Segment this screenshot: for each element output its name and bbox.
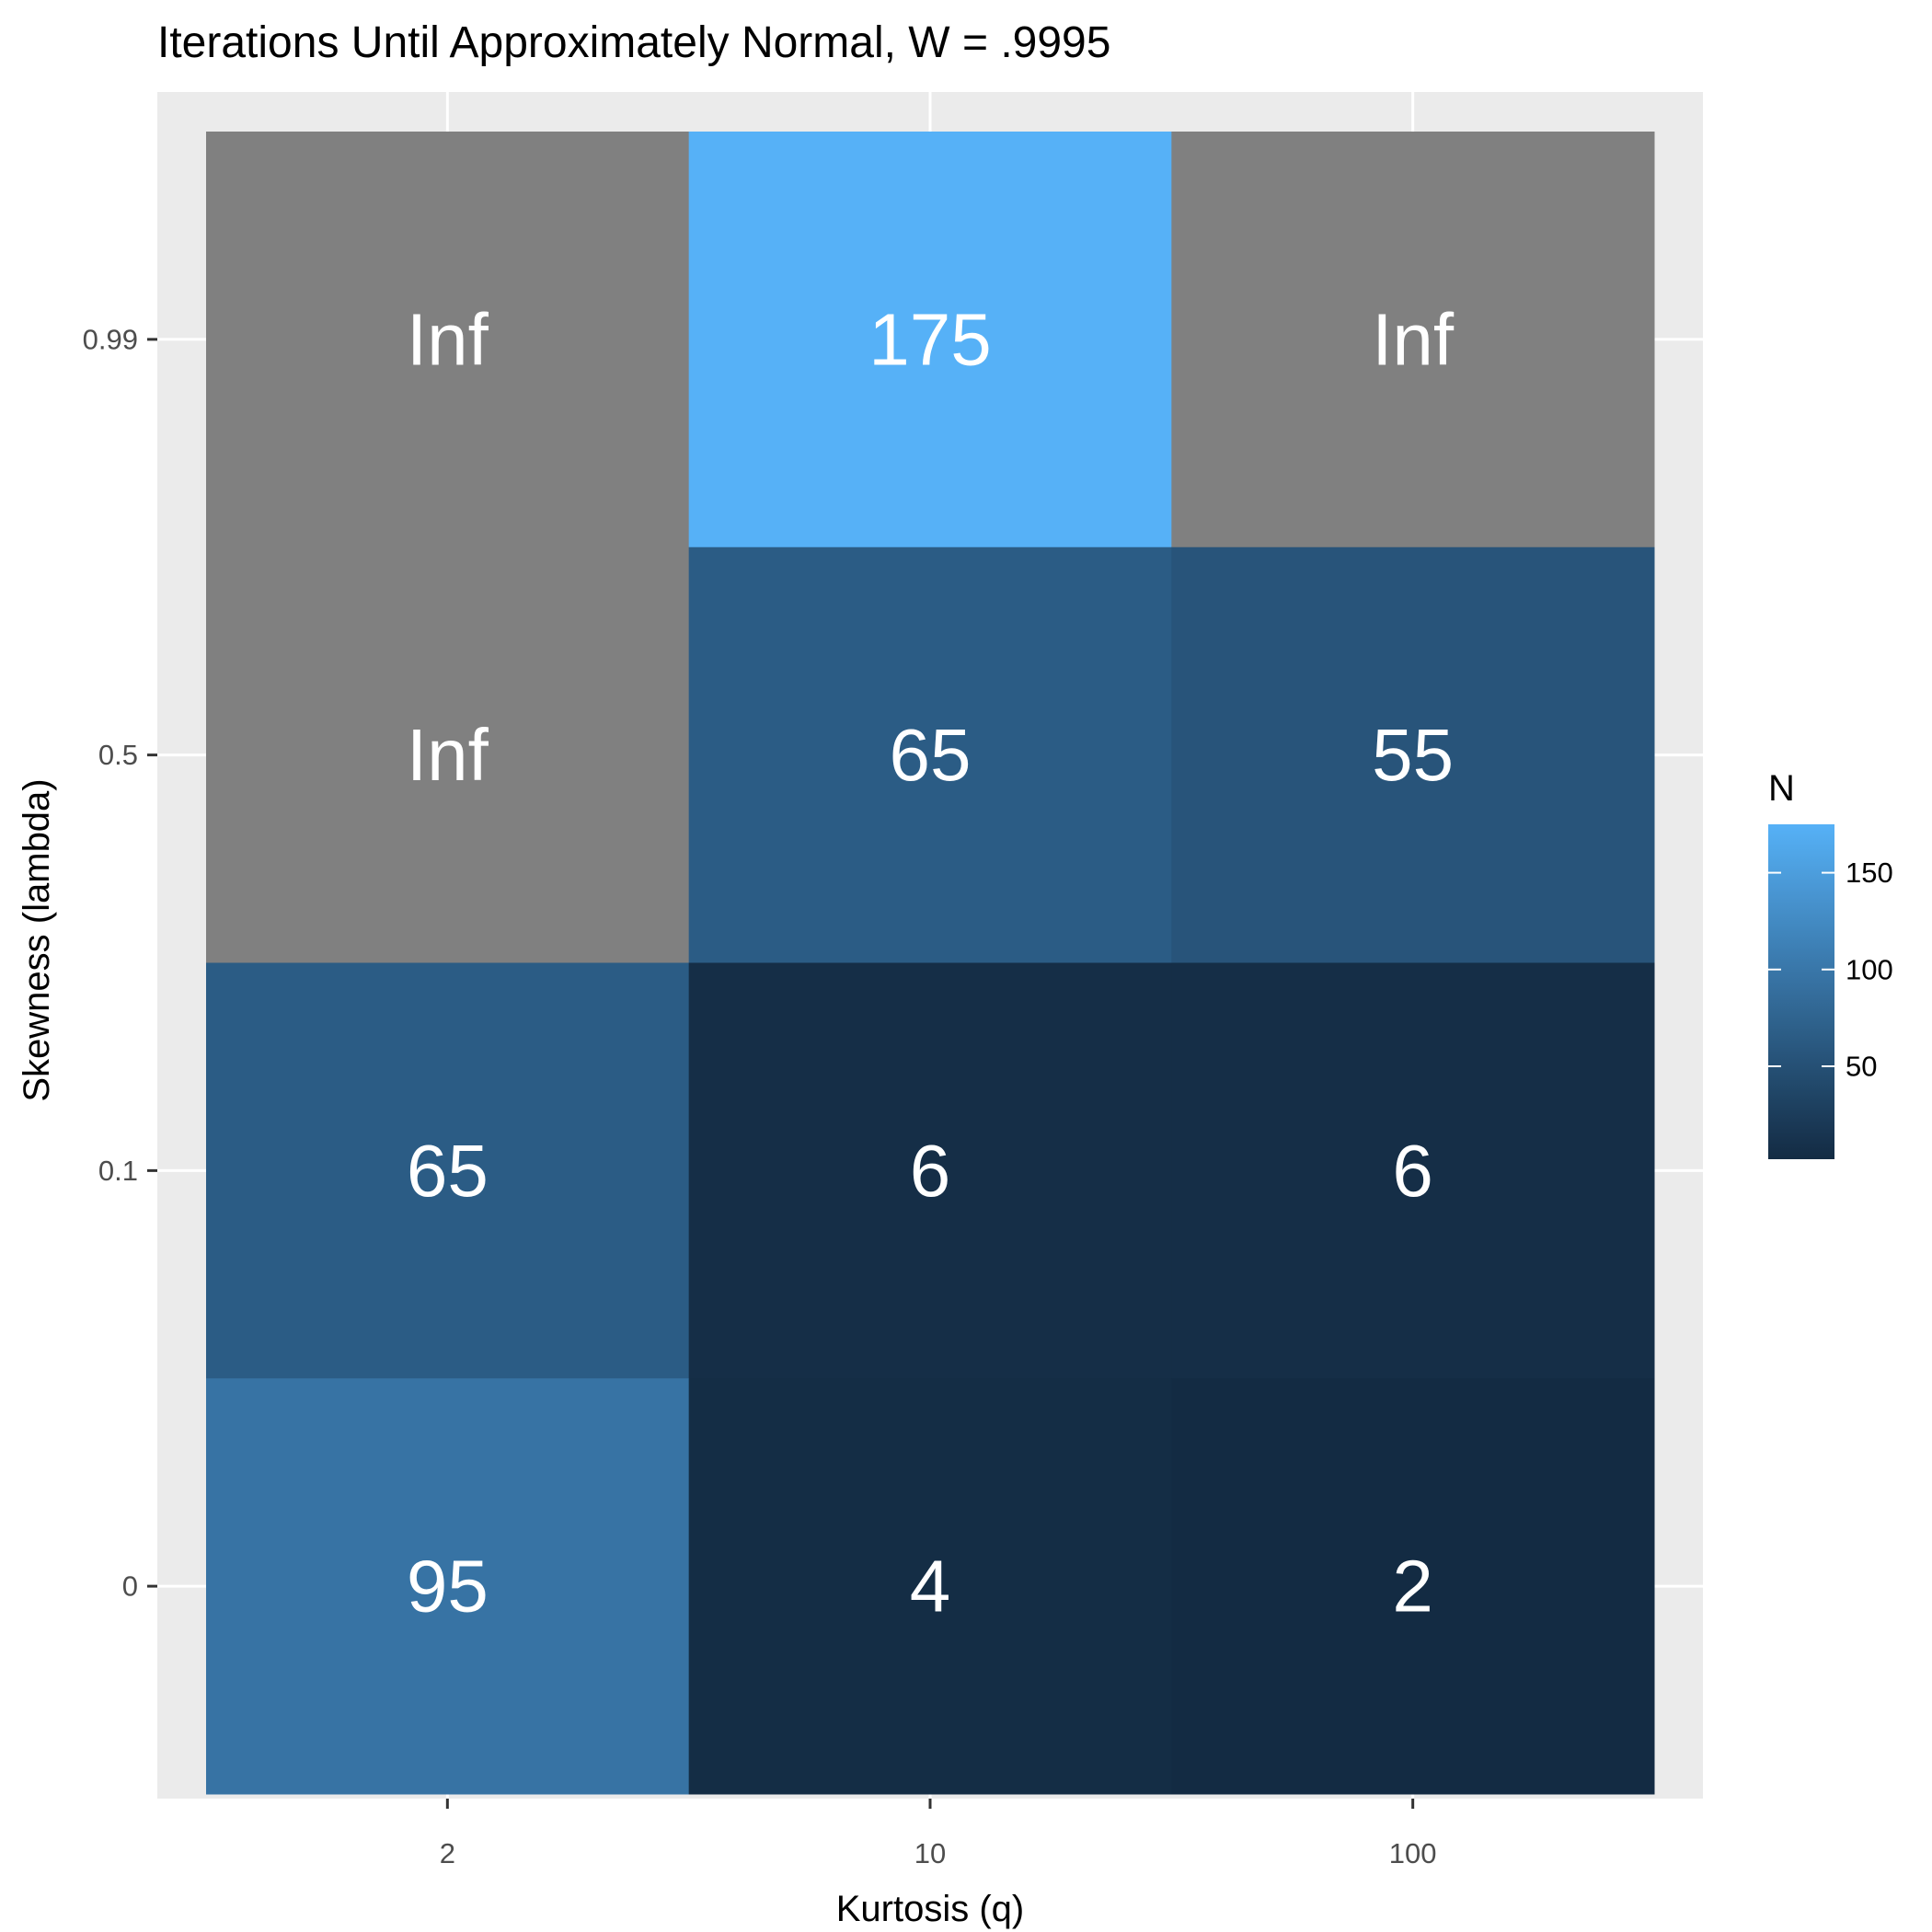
cell-value-label: 4 [910,1546,951,1627]
heatmap-cell [1171,546,1655,963]
y-tick-label: 0.99 [83,323,138,355]
cell-value-label: 6 [910,1130,951,1212]
heatmap-cell [1171,1378,1655,1795]
cell-value-label: 2 [1392,1546,1433,1627]
cell-value-label: 65 [890,714,972,796]
cell-value-label: Inf [407,298,489,380]
y-tick-label: 0.1 [98,1155,138,1187]
x-tick-label: 100 [1389,1837,1437,1869]
heatmap-cell [688,546,1172,963]
heatmap-cell [1171,132,1655,548]
y-axis: 0 0.1 0.5 0.99 [83,323,157,1603]
legend-title: N [1768,768,1795,809]
x-tick-label: 10 [914,1837,946,1869]
heatmap-cell [1171,962,1655,1379]
cell-value-label: 95 [407,1546,489,1627]
cell-value-label: 55 [1372,714,1454,796]
legend-tick-label: 150 [1846,857,1893,889]
heatmap-cell [206,132,690,548]
legend-tick-label: 100 [1846,953,1893,985]
heatmap-cell [688,1378,1172,1795]
heatmap-cell [688,132,1172,548]
heatmap-cell [206,1378,690,1795]
y-tick-label: 0 [122,1570,138,1603]
heatmap-cell [206,546,690,963]
chart-title: Iterations Until Approximately Normal, W… [157,18,1110,67]
legend-tick-label: 50 [1846,1051,1877,1083]
color-legend: N 50 100 150 [1768,768,1893,1159]
cell-value-label: 65 [407,1130,489,1212]
cell-value-label: Inf [1372,298,1455,380]
y-axis-title: Skewness (lambda) [17,778,57,1101]
x-axis: 2 10 100 [440,1799,1437,1869]
legend-colorbar [1768,824,1834,1159]
cell-value-label: Inf [407,714,489,796]
legend-ticks: 50 100 150 [1768,857,1893,1083]
heatmap-cell [688,962,1172,1379]
cell-value-label: 6 [1392,1130,1433,1212]
x-tick-label: 2 [440,1837,455,1869]
heatmap-cells: Inf 175 Inf Inf 65 55 65 6 6 95 4 2 [206,132,1655,1795]
heatmap-cell [206,962,690,1379]
y-tick-label: 0.5 [98,739,138,771]
cell-value-label: 175 [868,298,991,380]
x-axis-title: Kurtosis (q) [836,1889,1025,1929]
